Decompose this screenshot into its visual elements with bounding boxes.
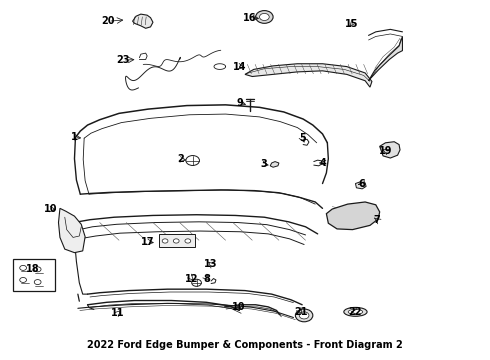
Circle shape xyxy=(299,312,309,319)
Polygon shape xyxy=(245,64,372,87)
Circle shape xyxy=(192,279,201,286)
Circle shape xyxy=(260,13,269,21)
Text: 14: 14 xyxy=(233,62,247,72)
Polygon shape xyxy=(58,208,85,253)
Text: 21: 21 xyxy=(294,307,307,317)
Text: 2022 Ford Edge Bumper & Components - Front Diagram 2: 2022 Ford Edge Bumper & Components - Fro… xyxy=(87,340,403,350)
Polygon shape xyxy=(380,142,400,158)
Circle shape xyxy=(186,156,199,166)
Text: 10: 10 xyxy=(232,302,246,312)
Text: 12: 12 xyxy=(185,274,198,284)
Circle shape xyxy=(185,239,191,243)
Text: 15: 15 xyxy=(345,19,358,29)
Polygon shape xyxy=(270,162,279,167)
Ellipse shape xyxy=(348,309,363,314)
Circle shape xyxy=(256,10,273,23)
Polygon shape xyxy=(368,36,402,81)
Text: 18: 18 xyxy=(26,264,40,274)
Text: 2: 2 xyxy=(178,154,184,165)
Circle shape xyxy=(34,280,41,284)
Text: 4: 4 xyxy=(319,158,326,168)
Circle shape xyxy=(20,278,26,283)
Ellipse shape xyxy=(344,307,367,316)
Text: 5: 5 xyxy=(299,133,306,143)
Bar xyxy=(159,234,195,247)
Text: 17: 17 xyxy=(141,237,155,247)
Text: 3: 3 xyxy=(260,159,267,169)
Text: 16: 16 xyxy=(243,13,257,23)
Circle shape xyxy=(34,267,41,272)
Circle shape xyxy=(173,239,179,243)
Polygon shape xyxy=(133,14,153,28)
Polygon shape xyxy=(355,182,366,189)
Text: 11: 11 xyxy=(111,308,125,318)
Text: 8: 8 xyxy=(204,274,211,284)
Text: 7: 7 xyxy=(373,215,380,225)
Text: 22: 22 xyxy=(349,307,362,317)
Bar xyxy=(13,260,54,291)
Text: 6: 6 xyxy=(358,179,365,189)
Circle shape xyxy=(20,265,26,270)
Text: 9: 9 xyxy=(237,98,244,108)
Text: 13: 13 xyxy=(204,259,218,269)
Text: 19: 19 xyxy=(379,146,392,156)
Polygon shape xyxy=(326,202,380,230)
Circle shape xyxy=(162,239,168,243)
Text: 20: 20 xyxy=(101,16,115,26)
Circle shape xyxy=(295,309,313,322)
Text: 23: 23 xyxy=(116,55,130,65)
Text: 1: 1 xyxy=(71,132,78,143)
Text: 10: 10 xyxy=(44,204,57,214)
